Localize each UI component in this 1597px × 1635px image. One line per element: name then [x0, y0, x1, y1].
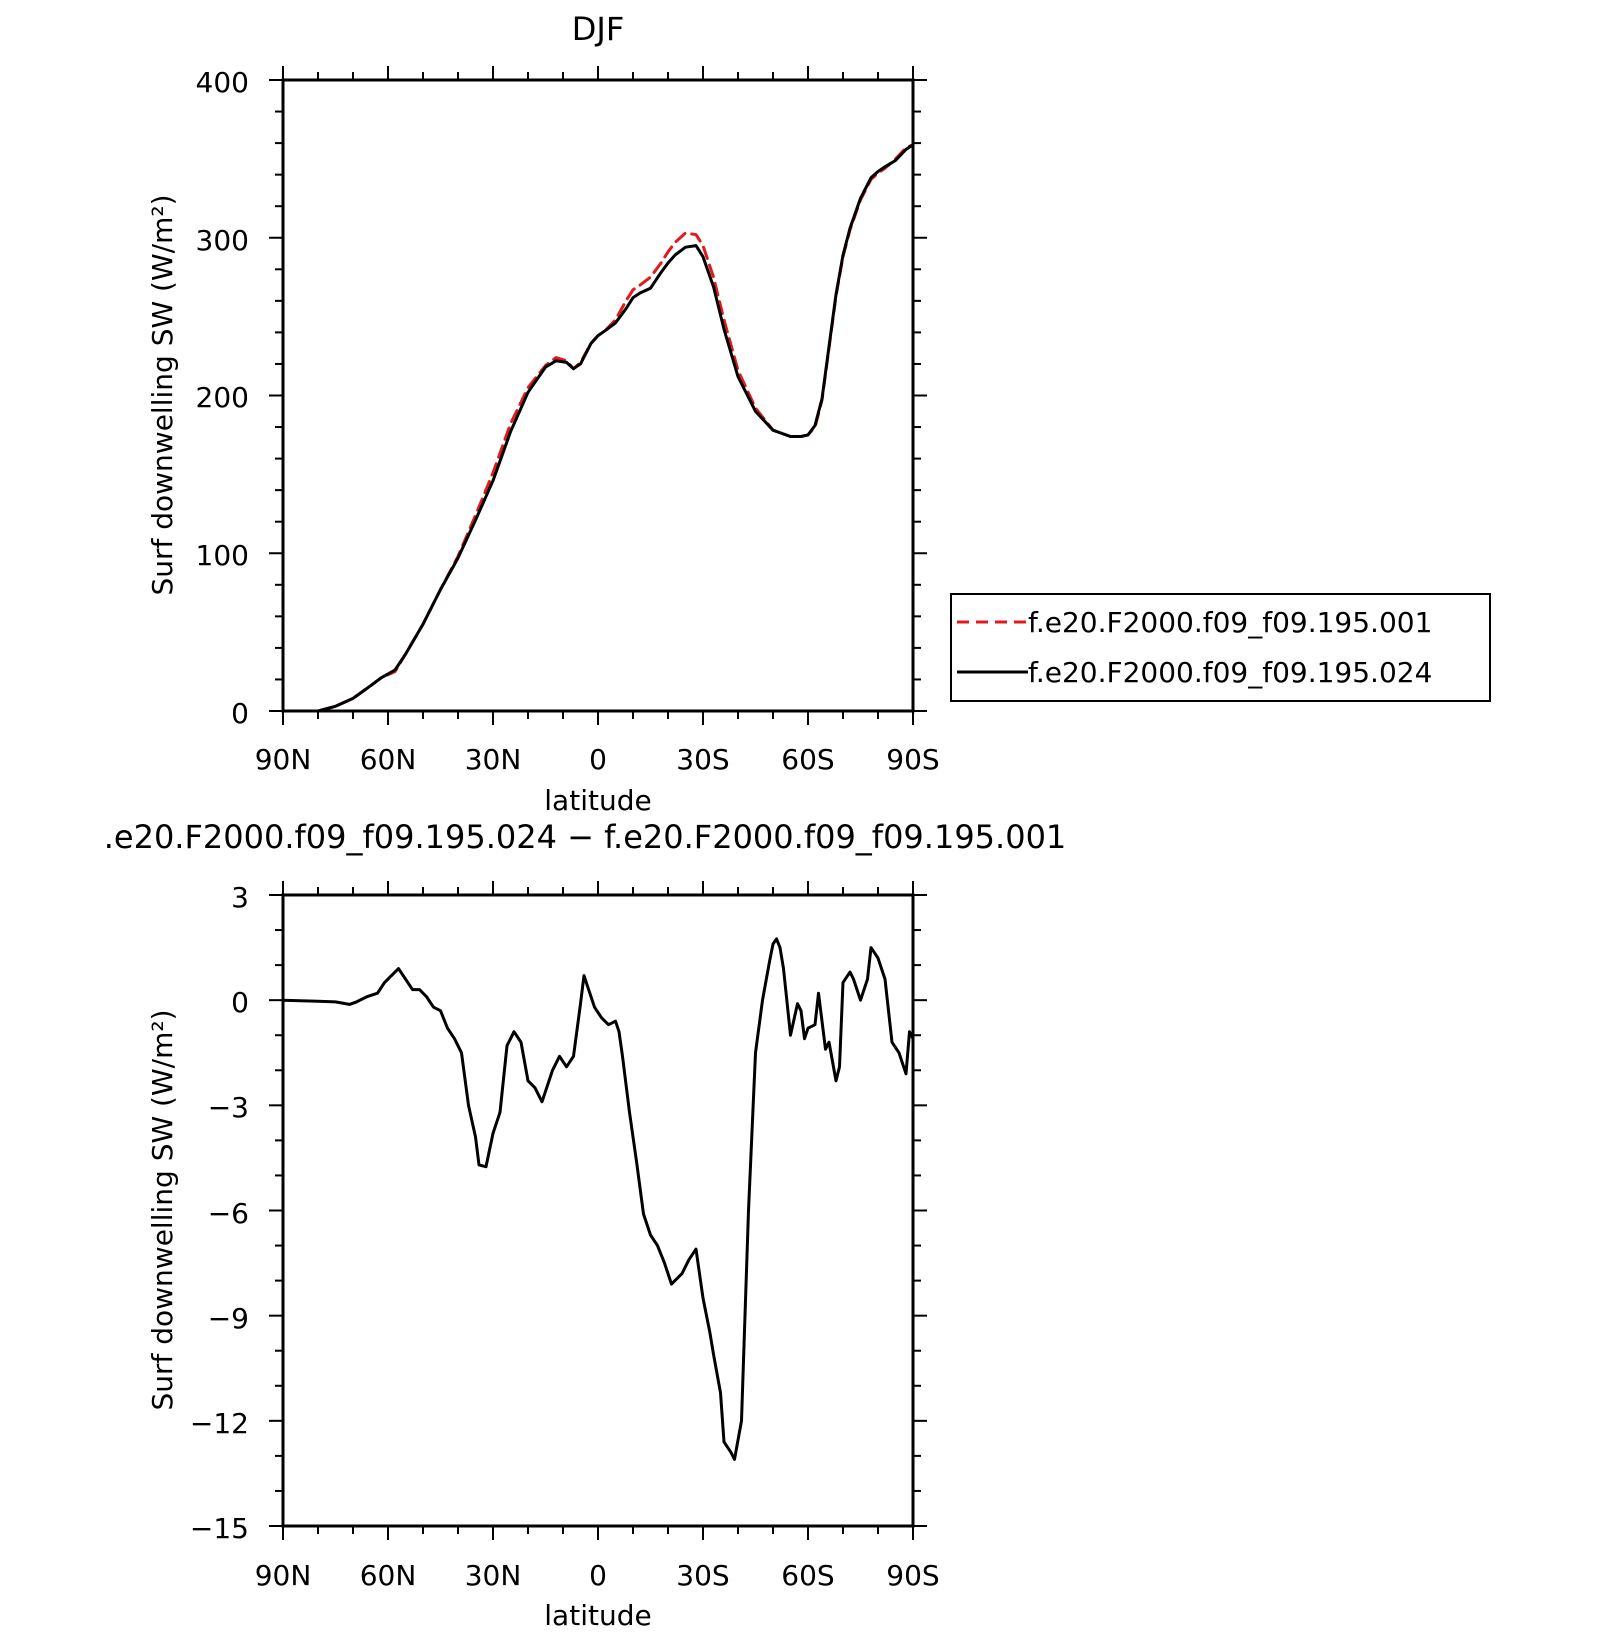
top-y-tick-label: 100: [196, 539, 249, 572]
bottom-plot-frame: [281, 893, 915, 1528]
bottom-y-tick-label: 3: [231, 881, 249, 914]
top-y-axis-title: Surf downwelling SW (W/m²): [146, 194, 179, 595]
top-x-tick-label: 30S: [676, 743, 729, 776]
bottom-y-tick-label: −6: [208, 1197, 249, 1230]
bottom-y-tick-label: −9: [208, 1302, 249, 1335]
bottom-series-lines: [281, 937, 915, 1461]
bottom-panel: .e20.F2000.f09_f09.195.024 − f.e20.F2000…: [104, 818, 1067, 1632]
bottom-x-tick-label: 60S: [781, 1559, 834, 1592]
bottom-x-tick-label: 90S: [886, 1559, 939, 1592]
top-y-tick-label: 200: [196, 381, 249, 414]
top-series-lines: [281, 143, 915, 713]
bottom-x-tick-label: 30N: [465, 1559, 522, 1592]
bottom-x-tick-label: 90N: [255, 1559, 312, 1592]
bottom-plot-title: .e20.F2000.f09_f09.195.024 − f.e20.F2000…: [104, 818, 1067, 856]
top-x-tick-label: 90N: [255, 743, 312, 776]
bottom-y-tick-label: 0: [231, 986, 249, 1019]
bottom-y-tick-labels: 3 0 −3 −6 −9 −12 −15: [190, 881, 249, 1545]
bottom-y-tick-label: −3: [208, 1091, 249, 1124]
series-line-black-solid: [281, 143, 915, 713]
top-axis-ticks: [269, 66, 927, 725]
top-x-tick-label: 90S: [886, 743, 939, 776]
bottom-y-tick-label: −15: [190, 1512, 249, 1545]
bottom-x-tick-label: 60N: [360, 1559, 417, 1592]
top-y-tick-label: 300: [196, 224, 249, 257]
bottom-x-tick-label: 30S: [676, 1559, 729, 1592]
legend-label-series-1: f.e20.F2000.f09_f09.195.001: [1028, 606, 1432, 639]
top-x-tick-label: 60S: [781, 743, 834, 776]
top-x-tick-label: 30N: [465, 743, 522, 776]
legend-label-series-2: f.e20.F2000.f09_f09.195.024: [1028, 656, 1432, 689]
top-y-tick-labels: 400 300 200 100 0: [196, 66, 249, 730]
top-plot-frame: [281, 78, 915, 713]
top-y-tick-label: 0: [231, 697, 249, 730]
bottom-x-tick-label: 0: [589, 1559, 607, 1592]
legend: f.e20.F2000.f09_f09.195.001 f.e20.F2000.…: [950, 593, 1491, 702]
bottom-x-axis-title: latitude: [544, 1599, 651, 1632]
top-y-tick-label: 400: [196, 66, 249, 99]
legend-box: [950, 593, 1491, 702]
top-x-tick-label: 60N: [360, 743, 417, 776]
top-plot-title: DJF: [572, 10, 624, 48]
bottom-y-tick-label: −12: [190, 1407, 249, 1440]
top-x-tick-labels: 90N 60N 30N 0 30S 60S 90S: [255, 743, 940, 776]
series-line-red-dashed: [281, 143, 915, 713]
bottom-axis-ticks: [269, 881, 927, 1540]
bottom-x-tick-labels: 90N 60N 30N 0 30S 60S 90S: [255, 1559, 940, 1592]
series-line-difference: [281, 937, 915, 1461]
top-panel: DJF 400 300 200 100 0 90N 60N 30N 0 30S …: [146, 10, 940, 817]
top-x-axis-title: latitude: [544, 784, 651, 817]
top-x-tick-label: 0: [589, 743, 607, 776]
bottom-y-axis-title: Surf downwelling SW (W/m²): [146, 1009, 179, 1410]
